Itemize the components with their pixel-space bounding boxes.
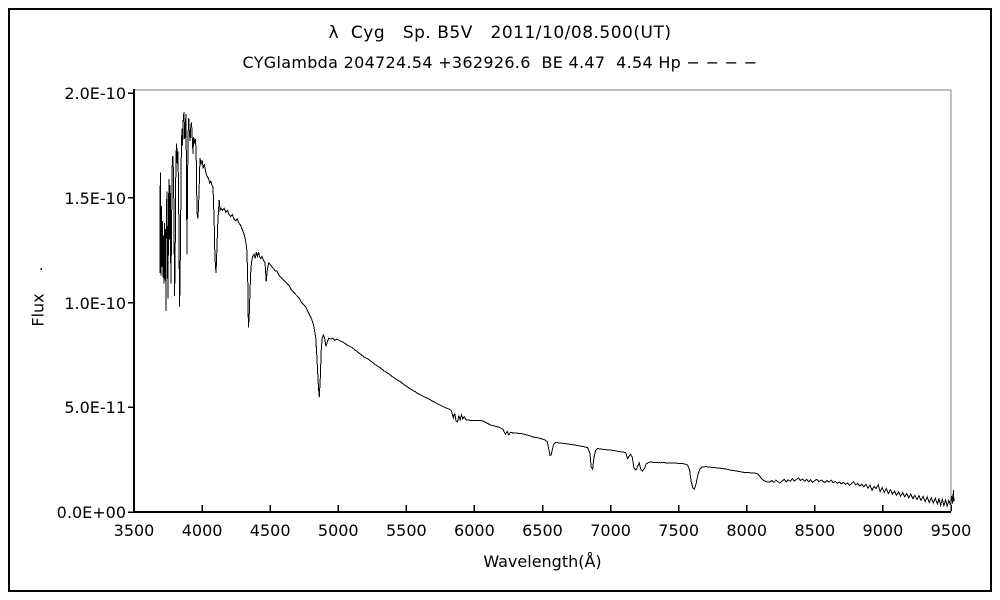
chart-title: λ Cyg Sp. B5V 2011/10/08.500(UT): [328, 23, 672, 43]
spectrum-line-lambda-Cyg-spectrum: [159, 111, 955, 508]
y-axis-title: Flux: [28, 293, 48, 327]
x-tick-label-6000: 6000: [454, 521, 495, 540]
y-tick-label-0.0E+00: 0.0E+00: [56, 503, 126, 522]
x-tick-label-4500: 4500: [249, 521, 291, 540]
x-tick-label-8000: 8000: [726, 521, 768, 540]
x-tick-label-7000: 7000: [590, 521, 631, 540]
chart-subtitle: CYGlambda 204724.54 +362926.6 BE 4.47 4.…: [242, 53, 758, 72]
x-tick-label-4000: 4000: [181, 521, 223, 540]
x-tick-label-8500: 8500: [794, 521, 836, 540]
x-tick-label-6500: 6500: [522, 521, 563, 540]
x-tick-label-7500: 7500: [658, 521, 700, 540]
x-tick-label-3500: 3500: [113, 521, 155, 540]
x-tick-label-5000: 5000: [317, 521, 359, 540]
y-tick-label-2.0E-10: 2.0E-10: [64, 84, 126, 103]
y-tick-label-1.0E-10: 1.0E-10: [64, 293, 126, 313]
x-axis-title: Wavelength(Å): [483, 552, 602, 571]
y-axis-title-dot: .: [39, 258, 44, 274]
x-tick-label-5500: 5500: [385, 521, 427, 540]
x-tick-label-9000: 9000: [862, 521, 904, 540]
y-tick-label-1.5E-10: 1.5E-10: [64, 188, 126, 208]
x-tick-label-9500: 9500: [930, 521, 972, 540]
y-tick-label-5.0E-11: 5.0E-11: [64, 398, 126, 418]
